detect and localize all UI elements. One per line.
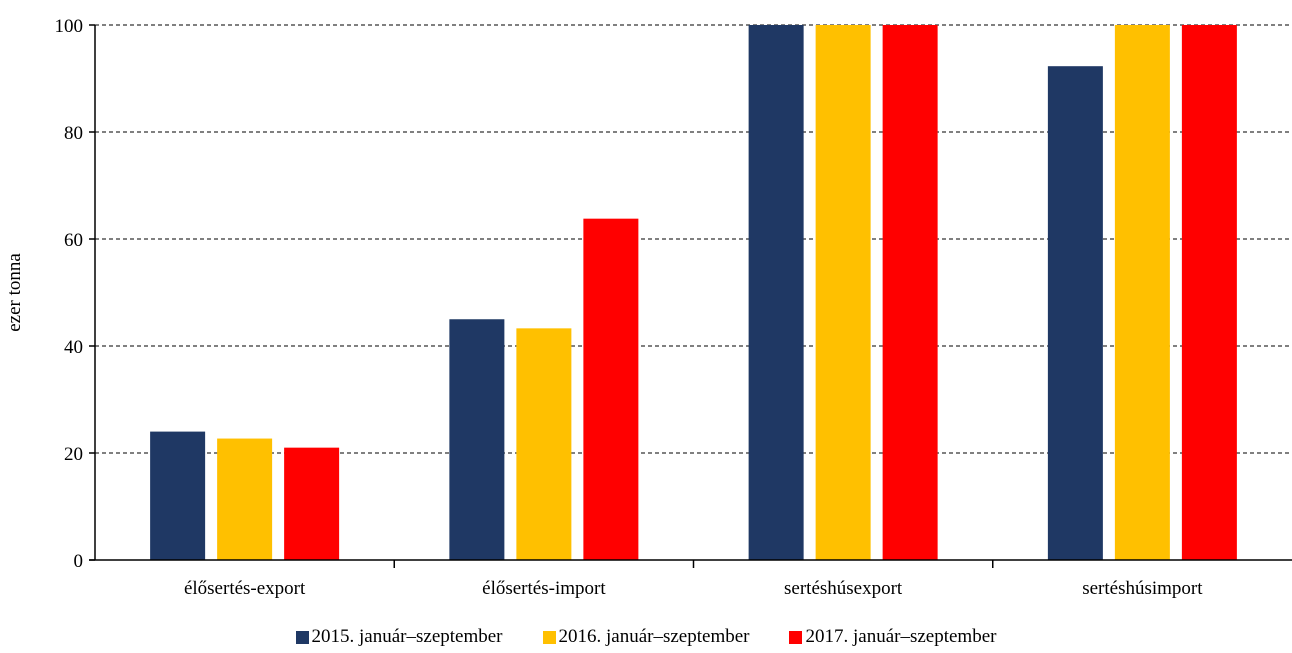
legend: 2015. január–szeptember 2016. január–sze… bbox=[0, 626, 1292, 648]
x-tick-label: élősertés-export bbox=[184, 578, 306, 599]
bar-1-3 bbox=[1114, 25, 1170, 560]
legend-item-2015: 2015. január–szeptember bbox=[295, 626, 503, 648]
legend-swatch-2015 bbox=[295, 630, 309, 644]
y-axis-label: ezer tonna bbox=[4, 253, 25, 332]
bar-1-0 bbox=[217, 438, 273, 560]
bar-2-3 bbox=[1181, 25, 1237, 560]
y-tick-label: 100 bbox=[55, 16, 84, 37]
legend-item-2016: 2016. január–szeptember bbox=[542, 626, 750, 648]
bar-0-0 bbox=[150, 431, 206, 560]
x-tick-label: élősertés-import bbox=[482, 578, 606, 599]
legend-label-2016: 2016. január–szeptember bbox=[558, 626, 750, 647]
legend-item-2017: 2017. január–szeptember bbox=[789, 626, 996, 648]
y-tick-label: 40 bbox=[64, 337, 83, 358]
bar-0-2 bbox=[748, 25, 804, 560]
legend-label-2015: 2015. január–szeptember bbox=[311, 626, 503, 647]
axes: 0 20 40 60 80 100 élősertés-export élősertés-im… bbox=[55, 16, 1292, 599]
legend-swatch-2016 bbox=[542, 630, 556, 644]
y-tick-label: 80 bbox=[64, 123, 83, 144]
bars bbox=[150, 25, 1237, 561]
y-tick-label: 0 bbox=[74, 551, 84, 572]
legend-swatch-2017 bbox=[789, 630, 803, 644]
y-tick-label: 20 bbox=[64, 444, 83, 465]
legend-label-2017: 2017. január–szeptember bbox=[805, 626, 997, 647]
bar-1-1 bbox=[516, 328, 572, 560]
bar-2-1 bbox=[583, 218, 639, 561]
bar-0-1 bbox=[449, 319, 505, 560]
bar-0-3 bbox=[1047, 66, 1103, 560]
x-tick-label: sertéshúsexport bbox=[784, 578, 903, 599]
bar-2-2 bbox=[882, 25, 938, 560]
bar-1-2 bbox=[815, 25, 871, 560]
bar-2-0 bbox=[284, 447, 340, 560]
x-tick-label: sertéshúsimport bbox=[1082, 578, 1203, 599]
y-tick-label: 60 bbox=[64, 230, 83, 251]
gridlines bbox=[95, 24, 1292, 454]
